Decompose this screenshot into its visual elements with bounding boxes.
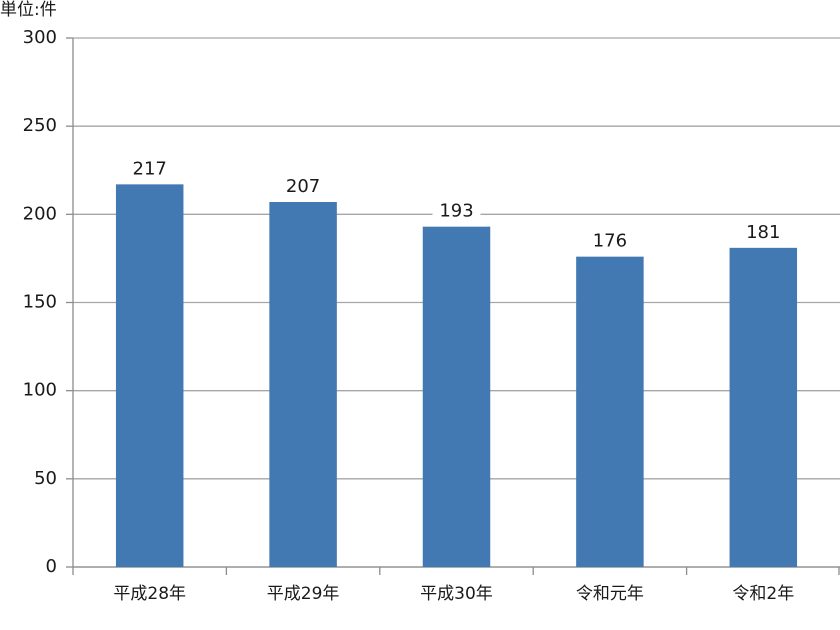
- x-tick-label: 令和2年: [732, 584, 794, 604]
- y-tick-label: 300: [23, 27, 57, 48]
- y-tick-label: 150: [23, 292, 57, 313]
- x-tick-label: 平成28年: [113, 584, 186, 604]
- x-tick-label: 平成30年: [420, 584, 493, 604]
- x-tick-label: 平成29年: [267, 584, 340, 604]
- value-label-bg: [585, 229, 634, 252]
- value-label-bg: [432, 199, 481, 222]
- value-label-bg: [125, 157, 174, 180]
- bar: [115, 184, 184, 567]
- bar: [269, 201, 337, 568]
- y-tick-label: 0: [46, 556, 57, 577]
- value-label: 193: [439, 201, 473, 222]
- value-label-bg: [279, 174, 328, 197]
- y-tick-label: 200: [23, 203, 57, 224]
- y-tick-label: 100: [23, 380, 57, 401]
- bar: [576, 256, 644, 567]
- y-tick-label: 250: [23, 115, 57, 136]
- bar: [422, 226, 491, 567]
- value-label-bg: [739, 220, 788, 243]
- value-label: 181: [746, 222, 780, 243]
- x-tick-label: 令和元年: [576, 584, 644, 604]
- value-label: 207: [286, 176, 320, 197]
- value-label: 176: [593, 231, 627, 252]
- value-label: 217: [133, 158, 167, 179]
- bar: [729, 247, 798, 567]
- unit-label: 単位:件: [0, 0, 57, 20]
- y-tick-label: 50: [34, 468, 57, 489]
